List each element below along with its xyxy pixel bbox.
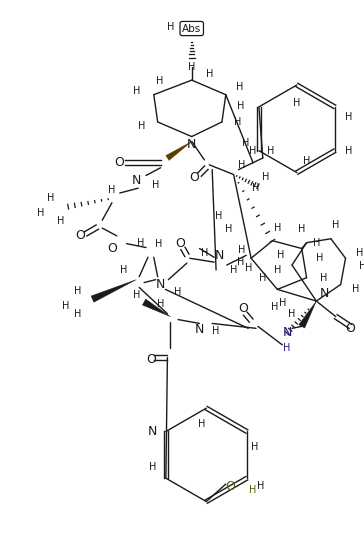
Text: H: H [303, 156, 310, 166]
Text: H: H [293, 98, 301, 107]
Text: H: H [201, 248, 208, 258]
Text: H: H [236, 82, 243, 92]
Text: H: H [352, 285, 359, 294]
Text: H: H [316, 253, 323, 263]
Text: N: N [214, 249, 224, 262]
Text: H: H [234, 117, 241, 127]
Text: H: H [138, 238, 145, 248]
Text: N: N [195, 323, 204, 336]
Text: O: O [226, 481, 236, 493]
Polygon shape [91, 280, 136, 302]
Text: H: H [249, 485, 257, 495]
Text: H: H [238, 246, 245, 255]
Text: H: H [271, 302, 278, 312]
Text: H: H [132, 290, 140, 300]
Text: H: H [167, 21, 174, 32]
Text: H: H [188, 62, 195, 73]
Text: H: H [225, 224, 233, 234]
Text: H: H [206, 69, 213, 79]
Text: H: H [74, 286, 82, 296]
Text: H: H [230, 265, 237, 275]
Text: H: H [262, 172, 269, 183]
Text: O: O [238, 302, 248, 316]
Text: H: H [215, 211, 223, 222]
Text: N: N [187, 138, 197, 151]
Text: H: H [257, 481, 264, 491]
Text: O: O [114, 156, 124, 169]
Text: H: H [332, 220, 340, 230]
Text: H: H [242, 138, 249, 148]
Text: N: N [156, 278, 165, 291]
Text: H: H [120, 265, 127, 275]
Text: H: H [152, 180, 159, 190]
Text: H: H [356, 248, 364, 258]
Text: N: N [147, 425, 157, 438]
Text: H: H [359, 261, 364, 271]
Text: H: H [74, 309, 82, 319]
Text: H: H [198, 419, 205, 429]
Text: H: H [132, 86, 140, 96]
Text: H: H [237, 257, 244, 267]
Text: H: H [278, 298, 286, 308]
Text: Abs: Abs [182, 23, 201, 34]
Text: N: N [131, 174, 141, 187]
Polygon shape [166, 142, 192, 160]
Text: H: H [284, 343, 291, 353]
Text: O: O [75, 230, 85, 242]
Text: H: H [47, 193, 54, 203]
Text: H: H [57, 216, 64, 226]
Text: O: O [107, 242, 117, 255]
Polygon shape [299, 301, 316, 328]
Text: H: H [259, 273, 266, 282]
Text: H: H [320, 273, 328, 282]
Text: H: H [62, 301, 69, 311]
Text: H: H [157, 299, 164, 309]
Polygon shape [142, 299, 170, 317]
Text: H: H [345, 146, 352, 156]
Text: H: H [274, 265, 281, 275]
Text: H: H [37, 208, 44, 218]
Text: H: H [212, 326, 220, 336]
Text: O: O [345, 322, 355, 335]
Text: H: H [298, 224, 305, 234]
Text: H: H [245, 263, 252, 273]
Text: H: H [277, 250, 284, 260]
Text: H: H [251, 442, 258, 452]
Text: H: H [237, 101, 244, 112]
Text: H: H [138, 121, 146, 131]
Text: H: H [155, 239, 162, 249]
Text: H: H [108, 185, 116, 195]
Text: H: H [249, 146, 257, 156]
Text: O: O [146, 353, 156, 366]
Text: H: H [267, 146, 274, 156]
Text: H: H [156, 76, 163, 86]
Text: H: H [345, 112, 352, 122]
Text: H: H [149, 461, 156, 472]
Text: N: N [282, 326, 292, 339]
Text: O: O [175, 237, 185, 250]
Text: H: H [252, 183, 260, 193]
Text: H: H [288, 309, 296, 319]
Text: N: N [320, 287, 329, 300]
Text: O: O [190, 171, 199, 184]
Text: H: H [238, 160, 245, 170]
Text: H: H [174, 287, 182, 297]
Text: H: H [274, 223, 281, 233]
Text: H: H [313, 238, 320, 248]
